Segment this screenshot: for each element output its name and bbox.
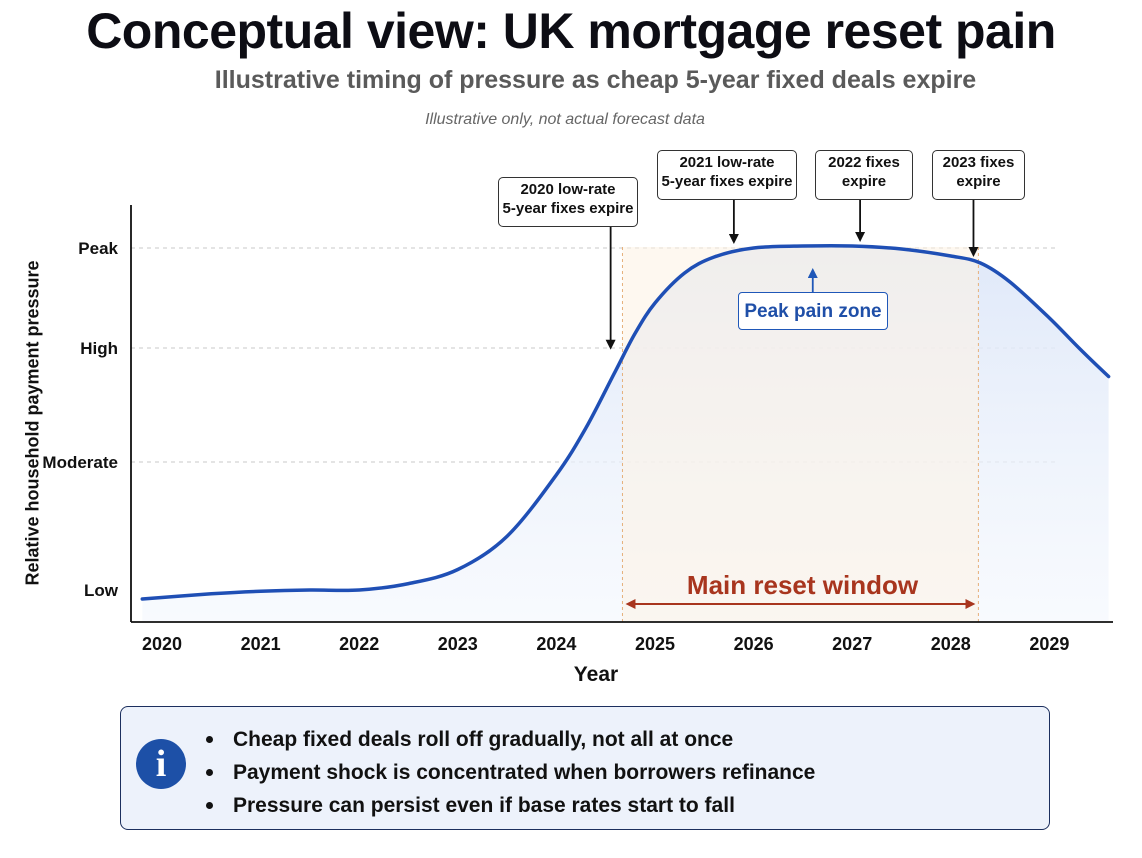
x-tick-label-2028: 2028 xyxy=(931,634,971,654)
x-tick-label-2026: 2026 xyxy=(734,634,774,654)
pressure-line xyxy=(140,243,1111,601)
axes xyxy=(130,205,1113,623)
main-reset-window-label: Main reset window xyxy=(686,570,919,600)
peak-pain-zone-label: Peak pain zone xyxy=(738,292,888,330)
page-subtitle: Illustrative timing of pressure as cheap… xyxy=(214,66,977,94)
y-tick-label-low: Low xyxy=(84,581,119,600)
tick-labels: Low Moderate High Peak 2020 2021 2022 2023 2024 2… xyxy=(42,239,1069,654)
info-icon: i xyxy=(136,739,186,789)
info-item: Payment shock is concentrated when borro… xyxy=(206,756,815,789)
series-lines xyxy=(140,243,1111,601)
x-tick-label-2023: 2023 xyxy=(438,634,478,654)
annotation-callout-1: 2020 low-rate 5-year fixes expire xyxy=(498,177,638,227)
x-tick-label-2029: 2029 xyxy=(1029,634,1069,654)
info-item: Cheap fixed deals roll off gradually, no… xyxy=(206,723,815,756)
x-tick-label-2027: 2027 xyxy=(832,634,872,654)
x-tick-label-2020: 2020 xyxy=(142,634,182,654)
y-tick-label-moderate: Moderate xyxy=(42,453,118,472)
annotation-arrows xyxy=(605,200,979,350)
chart-svg: Low Moderate High Peak 2020 2021 2022 2023 2024 2… xyxy=(42,200,1113,654)
y-tick-label-peak: Peak xyxy=(78,239,118,258)
annotation-callout-3: 2022 fixes expire xyxy=(815,150,913,200)
x-tick-label-2024: 2024 xyxy=(536,634,576,654)
annotation-callout-2: 2021 low-rate 5-year fixes expire xyxy=(657,150,797,200)
x-tick-label-2025: 2025 xyxy=(635,634,675,654)
y-axis-title: Relative household payment pressure xyxy=(22,260,43,586)
disclaimer-note: Illustrative only, not actual forecast d… xyxy=(425,111,705,128)
x-axis-title: Year xyxy=(573,663,619,686)
x-tick-label-2022: 2022 xyxy=(339,634,379,654)
x-tick-label-2021: 2021 xyxy=(241,634,281,654)
gridlines xyxy=(131,247,1058,463)
info-box: i Cheap fixed deals roll off gradually, … xyxy=(120,706,1050,830)
info-list: Cheap fixed deals roll off gradually, no… xyxy=(206,723,815,822)
page-title: Conceptual view: UK mortgage reset pain xyxy=(86,3,1056,59)
y-tick-label-high: High xyxy=(80,339,118,358)
annotation-callout-4: 2023 fixes expire xyxy=(932,150,1025,200)
info-item: Pressure can persist even if base rates … xyxy=(206,789,815,822)
